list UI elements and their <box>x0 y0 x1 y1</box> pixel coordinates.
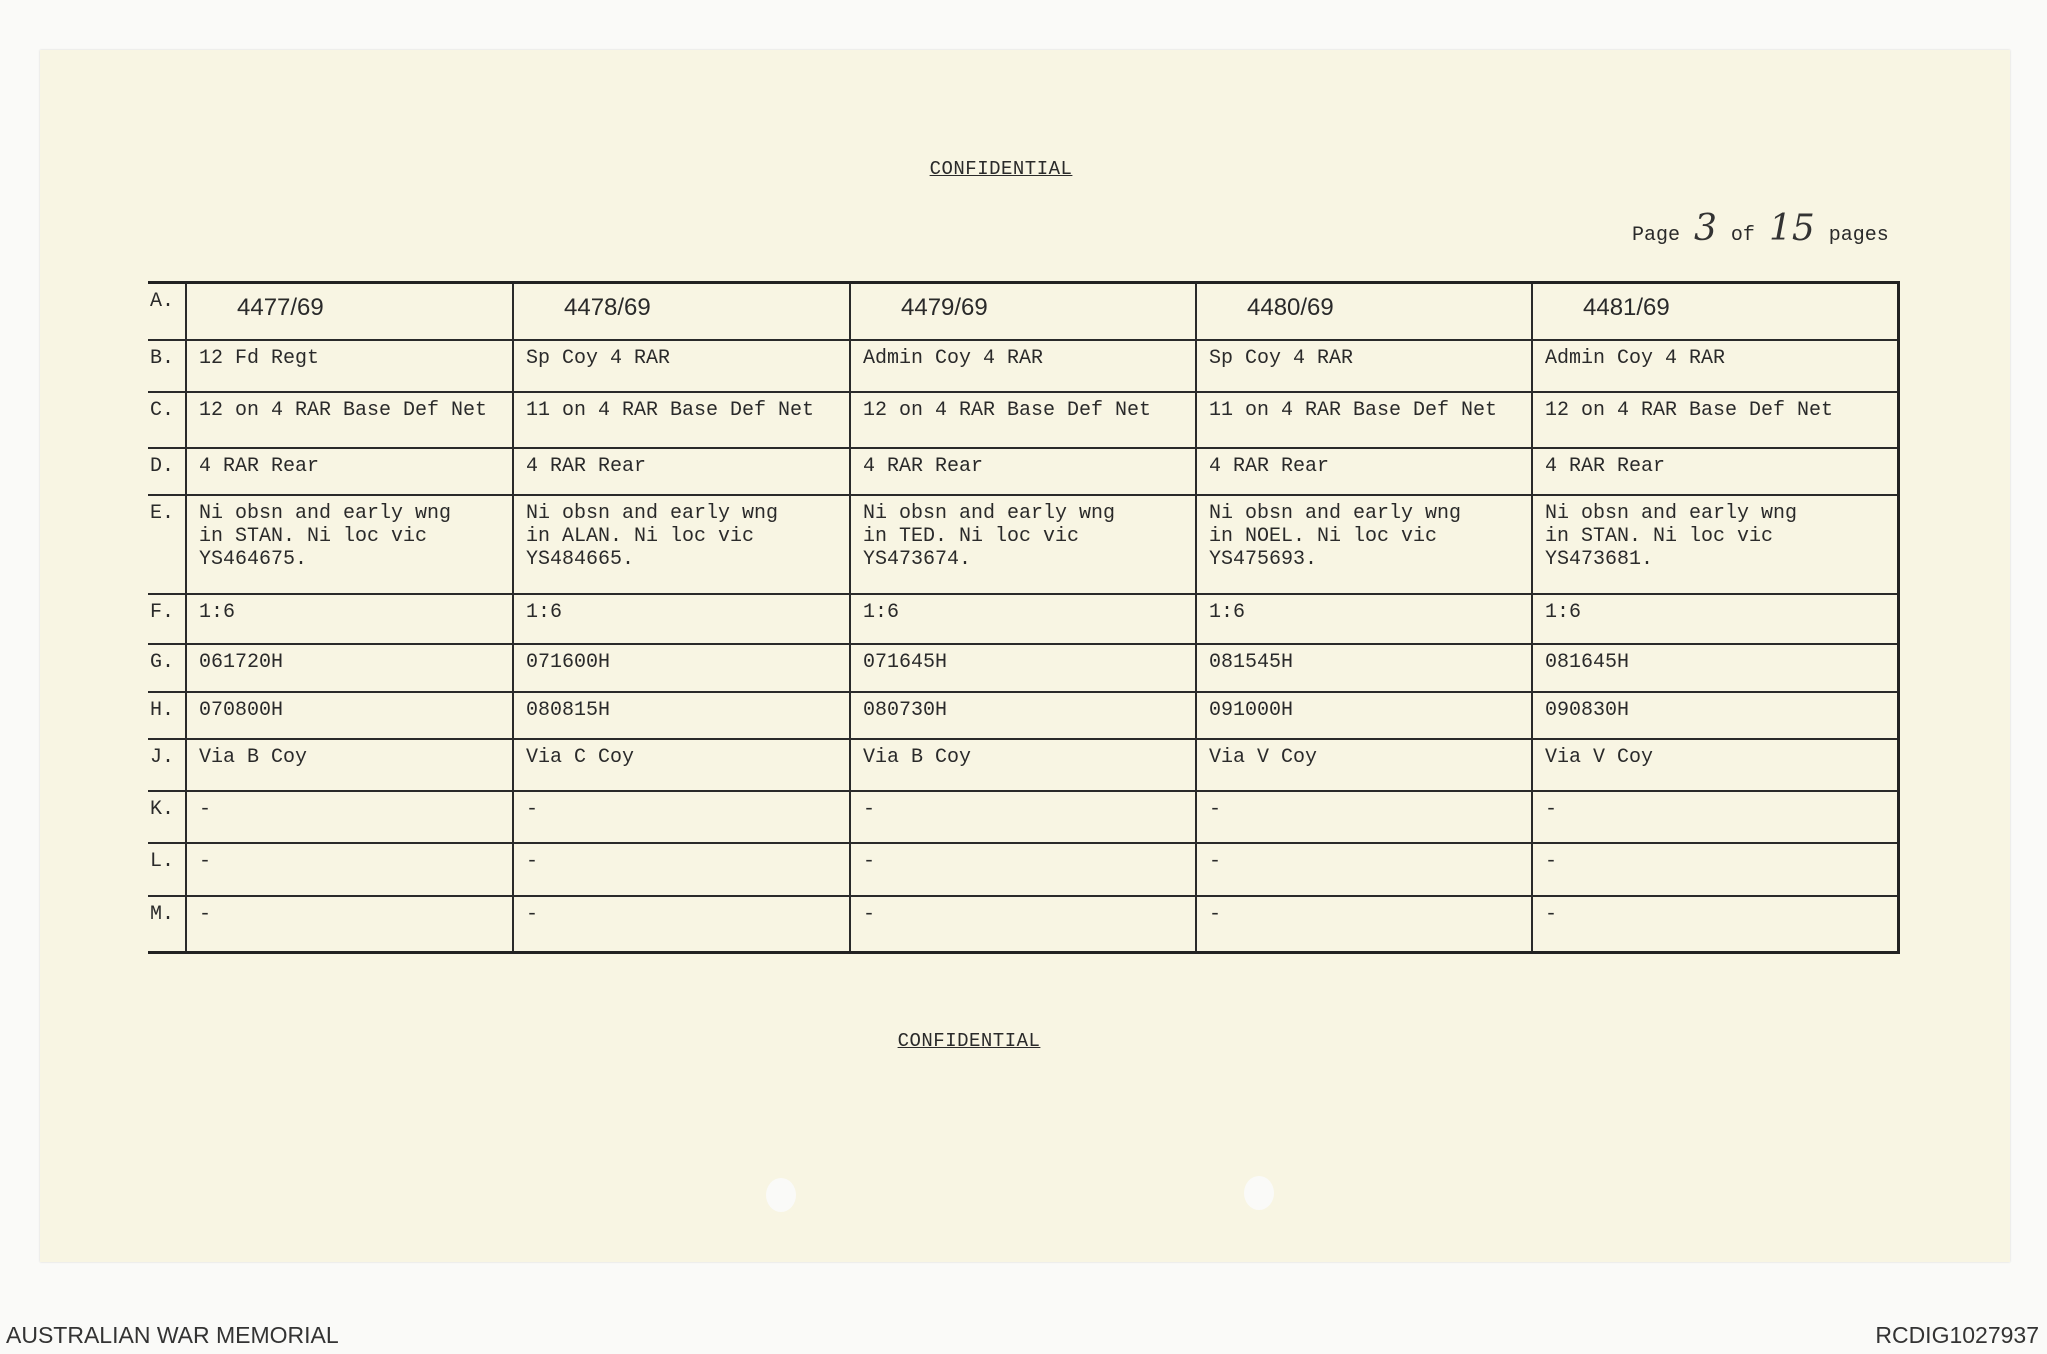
message-number-cell: 4477/69 <box>185 284 512 339</box>
table-cell: Ni obsn and early wng in STAN. Ni loc vi… <box>1531 494 1897 593</box>
table-cell: 1:6 <box>185 593 512 643</box>
row-label: G. <box>148 643 185 691</box>
institution-label: AUSTRALIAN WAR MEMORIAL <box>6 1322 339 1348</box>
row-label: H. <box>148 691 185 738</box>
table-cell: - <box>1531 895 1897 951</box>
table-cell: - <box>185 842 512 895</box>
table-cell: 1:6 <box>1195 593 1531 643</box>
row-label: L. <box>148 842 185 895</box>
table-cell: 12 on 4 RAR Base Def Net <box>1531 391 1897 447</box>
classification-header: CONFIDENTIAL <box>929 158 1073 180</box>
message-log-table: A. 4477/69 4478/69 4479/69 4480/69 4481/69 B. 1… <box>148 281 1900 954</box>
table-cell: 081545H <box>1195 643 1531 691</box>
record-id: RCDIG1027937 <box>1875 1322 2039 1348</box>
punch-hole <box>766 1178 796 1212</box>
table-cell: - <box>512 842 849 895</box>
table-cell: 071600H <box>512 643 849 691</box>
row-label: F. <box>148 593 185 643</box>
table-cell: - <box>1531 842 1897 895</box>
table-cell: Via V Coy <box>1195 738 1531 790</box>
table-cell: 1:6 <box>849 593 1195 643</box>
page-label: Page <box>1632 224 1681 247</box>
row-label: C. <box>148 391 185 447</box>
table-cell: Via B Coy <box>185 738 512 790</box>
table-cell: - <box>185 895 512 951</box>
table-cell: - <box>1531 790 1897 842</box>
row-label: B. <box>148 339 185 391</box>
table-cell: 080815H <box>512 691 849 738</box>
table-cell: 4 RAR Rear <box>1195 447 1531 494</box>
table-cell: 12 on 4 RAR Base Def Net <box>849 391 1195 447</box>
message-number-cell: 4481/69 <box>1531 284 1897 339</box>
table-cell: 12 Fd Regt <box>185 339 512 391</box>
table-cell: - <box>849 895 1195 951</box>
table-cell: 4 RAR Rear <box>1531 447 1897 494</box>
table-cell: Ni obsn and early wng in TED. Ni loc vic… <box>849 494 1195 593</box>
message-number-cell: 4480/69 <box>1195 284 1531 339</box>
table-cell: - <box>1195 790 1531 842</box>
row-label: K. <box>148 790 185 842</box>
table-cell: - <box>849 790 1195 842</box>
table-cell: Ni obsn and early wng in NOEL. Ni loc vi… <box>1195 494 1531 593</box>
table-cell: - <box>512 895 849 951</box>
table-cell: Ni obsn and early wng in STAN. Ni loc vi… <box>185 494 512 593</box>
row-label: E. <box>148 494 185 593</box>
table-cell: 11 on 4 RAR Base Def Net <box>1195 391 1531 447</box>
table-cell: 080730H <box>849 691 1195 738</box>
table-cell: - <box>1195 895 1531 951</box>
punch-hole <box>1244 1176 1274 1210</box>
table-cell: Admin Coy 4 RAR <box>849 339 1195 391</box>
table-cell: 4 RAR Rear <box>512 447 849 494</box>
classification-footer: CONFIDENTIAL <box>897 1030 1041 1052</box>
table-cell: Via B Coy <box>849 738 1195 790</box>
document-page <box>40 50 2010 1262</box>
table-cell: 071645H <box>849 643 1195 691</box>
row-label: M. <box>148 895 185 951</box>
table-cell: - <box>512 790 849 842</box>
table-cell: 11 on 4 RAR Base Def Net <box>512 391 849 447</box>
table-cell: 081645H <box>1531 643 1897 691</box>
pages-label: pages <box>1828 224 1889 247</box>
page-number-handwritten: 3 <box>1694 208 1717 249</box>
table-cell: Admin Coy 4 RAR <box>1531 339 1897 391</box>
total-pages-handwritten: 15 <box>1768 208 1815 249</box>
table-cell: 12 on 4 RAR Base Def Net <box>185 391 512 447</box>
table-cell: 061720H <box>185 643 512 691</box>
table-cell: Via V Coy <box>1531 738 1897 790</box>
table-cell: 091000H <box>1195 691 1531 738</box>
row-label: D. <box>148 447 185 494</box>
table-cell: 1:6 <box>512 593 849 643</box>
message-number-cell: 4479/69 <box>849 284 1195 339</box>
of-label: of <box>1730 224 1755 247</box>
table-cell: Ni obsn and early wng in ALAN. Ni loc vi… <box>512 494 849 593</box>
table-cell: 070800H <box>185 691 512 738</box>
table-cell: Sp Coy 4 RAR <box>512 339 849 391</box>
row-label: J. <box>148 738 185 790</box>
page-number: Page 3 of 15 pages <box>1632 208 1889 249</box>
row-label: A. <box>150 290 175 313</box>
table-cell: Sp Coy 4 RAR <box>1195 339 1531 391</box>
table-cell: 1:6 <box>1531 593 1897 643</box>
table-cell: Via C Coy <box>512 738 849 790</box>
table-cell: - <box>849 842 1195 895</box>
table-cell: 4 RAR Rear <box>185 447 512 494</box>
table-cell: - <box>185 790 512 842</box>
message-number-cell: 4478/69 <box>512 284 849 339</box>
table-cell: - <box>1195 842 1531 895</box>
table-cell: 090830H <box>1531 691 1897 738</box>
table-cell: 4 RAR Rear <box>849 447 1195 494</box>
